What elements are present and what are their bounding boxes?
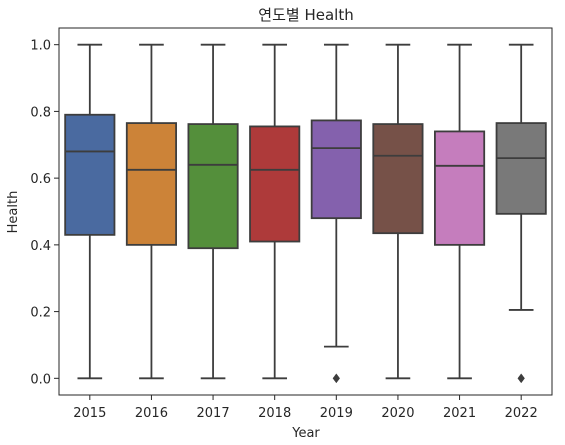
x-tick-label-2020: 2020	[381, 406, 414, 421]
iqr-box-2017	[187, 123, 239, 250]
outlier-2019-0	[332, 373, 340, 384]
iqr-box-2016	[125, 122, 177, 246]
box-2017	[187, 43, 239, 380]
chart-title: 연도별 Health	[258, 6, 353, 24]
box-2022	[495, 43, 547, 384]
outlier-2022-0	[517, 373, 525, 384]
y-tick-label-0.4: 0.4	[30, 239, 51, 254]
x-tick-label-2016: 2016	[135, 406, 168, 421]
iqr-box-2015	[64, 113, 116, 236]
box-2021	[434, 43, 486, 380]
x-axis: 2015 2016 2017 2018 2019 2020 2021 2022	[73, 395, 538, 421]
x-tick-label-2021: 2021	[443, 406, 476, 421]
y-tick-label-0.8: 0.8	[30, 105, 51, 120]
plot-area	[64, 43, 547, 384]
y-axis: 0.0 0.2 0.4 0.6 0.8 1.0	[30, 39, 59, 387]
y-tick-label-0.6: 0.6	[30, 172, 51, 187]
x-tick-label-2018: 2018	[258, 406, 291, 421]
box-2016	[125, 43, 177, 380]
x-axis-label: Year	[291, 426, 320, 441]
iqr-box-2022	[495, 122, 547, 215]
box-2018	[249, 43, 301, 380]
y-axis-label: Health	[6, 191, 21, 234]
box-2019	[310, 43, 362, 384]
x-tick-label-2019: 2019	[320, 406, 353, 421]
iqr-box-2019	[310, 119, 362, 220]
y-tick-label-0.2: 0.2	[30, 306, 51, 321]
box-2020	[372, 43, 424, 380]
iqr-box-2018	[249, 125, 301, 243]
y-tick-label-0.0: 0.0	[30, 372, 51, 387]
plot-frame	[58, 27, 553, 396]
x-tick-label-2017: 2017	[197, 406, 230, 421]
x-tick-label-2022: 2022	[505, 406, 538, 421]
x-tick-label-2015: 2015	[73, 406, 106, 421]
y-tick-label-1.0: 1.0	[30, 39, 51, 54]
iqr-box-2021	[434, 130, 486, 246]
box-2015	[64, 43, 116, 380]
iqr-box-2020	[372, 123, 424, 235]
